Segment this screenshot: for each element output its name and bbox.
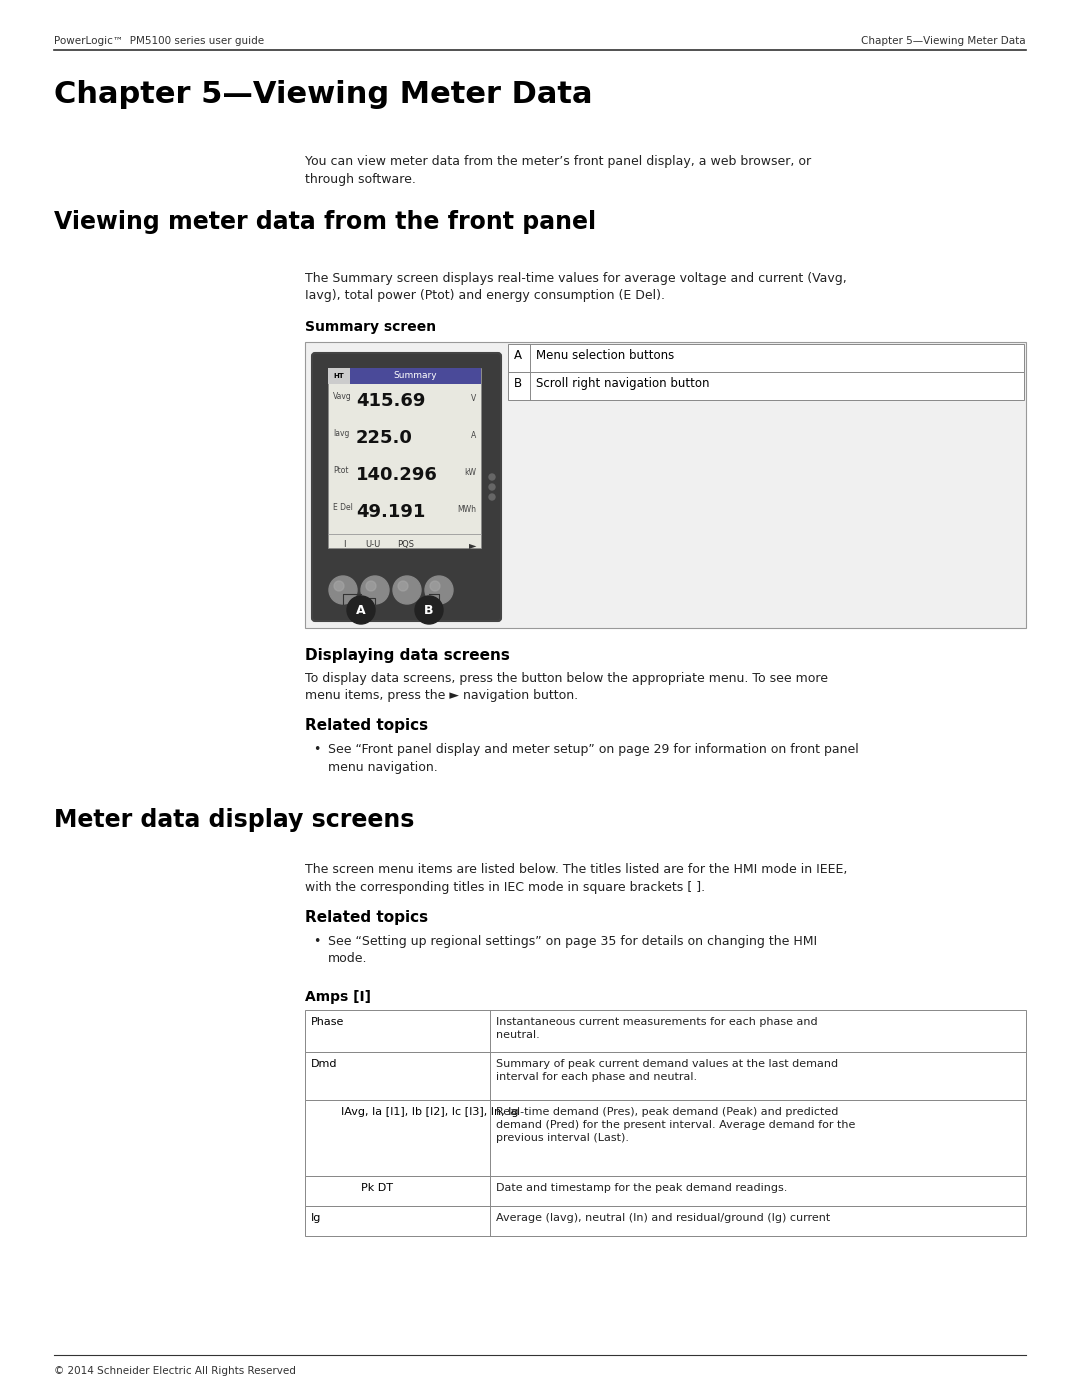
Bar	[328, 367, 481, 548]
Text: Displaying data screens: Displaying data screens	[305, 648, 510, 664]
Bar	[305, 1010, 1026, 1052]
Text: •: •	[313, 935, 321, 949]
Text: The Summary screen displays real-time values for average voltage and current (Va: The Summary screen displays real-time va…	[305, 272, 847, 303]
Text: 415.69: 415.69	[356, 393, 426, 409]
Text: © 2014 Schneider Electric All Rights Reserved: © 2014 Schneider Electric All Rights Res…	[54, 1366, 296, 1376]
Text: Related topics: Related topics	[305, 718, 428, 733]
Text: E Del: E Del	[333, 503, 353, 511]
Text: Chapter 5—Viewing Meter Data: Chapter 5—Viewing Meter Data	[862, 36, 1026, 46]
Text: A: A	[514, 349, 522, 362]
Text: Summary screen: Summary screen	[305, 320, 436, 334]
Text: ►: ►	[469, 541, 476, 550]
Text: Summary: Summary	[394, 372, 437, 380]
Circle shape	[489, 483, 495, 490]
Text: I: I	[342, 541, 346, 549]
Circle shape	[430, 581, 440, 591]
Text: Ptot: Ptot	[333, 467, 349, 475]
Bar	[350, 367, 481, 384]
Bar	[305, 342, 1026, 629]
Circle shape	[489, 474, 495, 481]
Text: PQS: PQS	[397, 541, 415, 549]
Text: To display data screens, press the button below the appropriate menu. To see mor: To display data screens, press the butto…	[305, 672, 828, 703]
Text: PowerLogic™  PM5100 series user guide: PowerLogic™ PM5100 series user guide	[54, 36, 265, 46]
Text: Iavg: Iavg	[333, 429, 349, 439]
Text: 49.191: 49.191	[356, 503, 426, 521]
Circle shape	[426, 576, 453, 604]
Text: Summary of peak current demand values at the last demand
interval for each phase: Summary of peak current demand values at…	[496, 1059, 838, 1083]
Bar	[305, 1176, 1026, 1206]
Circle shape	[361, 576, 389, 604]
Text: IAvg, Ia [I1], Ib [I2], Ic [I3], In, Ig: IAvg, Ia [I1], Ib [I2], Ic [I3], In, Ig	[341, 1106, 518, 1118]
Text: 140.296: 140.296	[356, 467, 437, 483]
Bar	[305, 1206, 1026, 1236]
Text: MWh: MWh	[457, 504, 476, 514]
Text: B: B	[424, 604, 434, 616]
Circle shape	[329, 576, 357, 604]
Text: Average (Iavg), neutral (In) and residual/ground (Ig) current: Average (Iavg), neutral (In) and residua…	[496, 1213, 831, 1222]
Bar	[305, 1052, 1026, 1099]
Text: Dmd: Dmd	[311, 1059, 337, 1069]
Bar	[305, 1099, 1026, 1176]
Circle shape	[366, 581, 376, 591]
Text: Meter data display screens: Meter data display screens	[54, 807, 415, 833]
Text: The screen menu items are listed below. The titles listed are for the HMI mode i: The screen menu items are listed below. …	[305, 863, 848, 894]
Text: Pk DT: Pk DT	[361, 1183, 393, 1193]
Circle shape	[489, 495, 495, 500]
Circle shape	[334, 581, 345, 591]
Text: See “Setting up regional settings” on page 35 for details on changing the HMI
mo: See “Setting up regional settings” on pa…	[328, 935, 818, 965]
Text: Date and timestamp for the peak demand readings.: Date and timestamp for the peak demand r…	[496, 1183, 787, 1193]
Text: Ig: Ig	[311, 1213, 322, 1222]
Text: Chapter 5—Viewing Meter Data: Chapter 5—Viewing Meter Data	[54, 80, 593, 109]
Text: Vavg: Vavg	[333, 393, 352, 401]
Text: Viewing meter data from the front panel: Viewing meter data from the front panel	[54, 210, 596, 235]
Text: B: B	[514, 377, 522, 390]
Text: U-U: U-U	[365, 541, 380, 549]
Circle shape	[399, 581, 408, 591]
Text: See “Front panel display and meter setup” on page 29 for information on front pa: See “Front panel display and meter setup…	[328, 743, 859, 774]
FancyBboxPatch shape	[312, 353, 501, 622]
Circle shape	[347, 597, 375, 624]
Bar	[508, 372, 1024, 400]
Text: V: V	[471, 394, 476, 402]
Circle shape	[415, 597, 443, 624]
Text: HT: HT	[334, 373, 345, 379]
Bar	[328, 367, 350, 384]
Text: Real-time demand (Pres), peak demand (Peak) and predicted
demand (Pred) for the : Real-time demand (Pres), peak demand (Pe…	[496, 1106, 855, 1143]
Circle shape	[393, 576, 421, 604]
Text: A: A	[471, 432, 476, 440]
Text: Amps [I]: Amps [I]	[305, 990, 372, 1004]
Text: Related topics: Related topics	[305, 909, 428, 925]
Text: Scroll right navigation button: Scroll right navigation button	[536, 377, 710, 390]
Text: kW: kW	[464, 468, 476, 476]
Text: You can view meter data from the meter’s front panel display, a web browser, or
: You can view meter data from the meter’s…	[305, 155, 811, 186]
Text: Instantaneous current measurements for each phase and
neutral.: Instantaneous current measurements for e…	[496, 1017, 818, 1041]
Text: 225.0: 225.0	[356, 429, 413, 447]
Bar	[508, 344, 1024, 372]
Text: Menu selection buttons: Menu selection buttons	[536, 349, 674, 362]
Text: Phase: Phase	[311, 1017, 345, 1027]
Text: •: •	[313, 743, 321, 756]
Text: A: A	[356, 604, 366, 616]
